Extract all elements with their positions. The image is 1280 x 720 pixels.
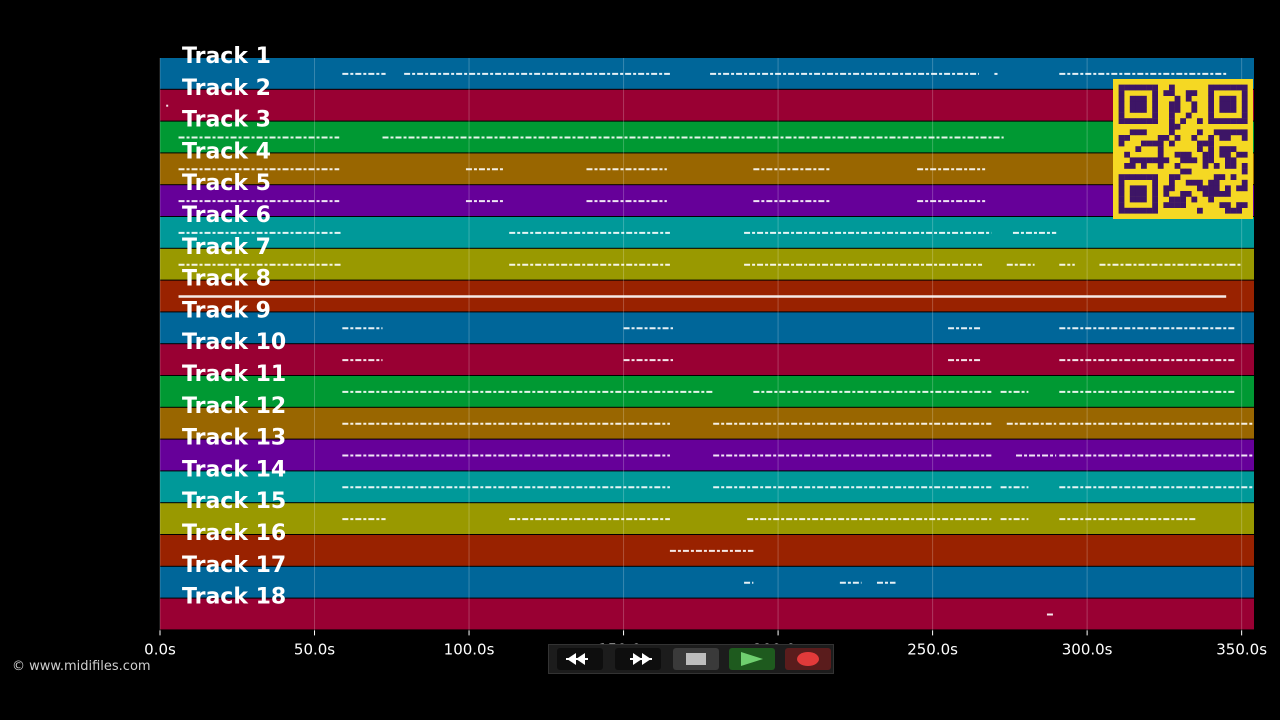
axis-tick-label: 300.0s xyxy=(1062,640,1113,658)
axis-tick-label: 350.0s xyxy=(1216,640,1267,658)
track-label: Track 18 xyxy=(182,585,286,610)
track-label: Track 16 xyxy=(182,521,286,546)
stop-icon xyxy=(686,653,706,665)
rewind-icon xyxy=(566,653,588,665)
track-lane xyxy=(160,248,1254,280)
track-lane xyxy=(160,217,1254,248)
track-label: Track 9 xyxy=(182,298,271,323)
track-label: Track 8 xyxy=(182,267,271,292)
track-lane xyxy=(160,566,1254,598)
track-label: Track 17 xyxy=(182,553,286,578)
track-lane xyxy=(160,598,1254,630)
track-label: Track 7 xyxy=(182,235,271,260)
track-label: Track 6 xyxy=(182,203,271,228)
record-icon xyxy=(797,652,819,666)
play-button[interactable] xyxy=(729,648,775,670)
record-button[interactable] xyxy=(785,648,831,670)
track-lane xyxy=(160,89,1254,121)
qr-modules xyxy=(1118,84,1248,214)
axis-tick-label: 0.0s xyxy=(144,640,176,658)
track-label: Track 11 xyxy=(182,362,286,387)
track-lane xyxy=(160,121,1254,153)
fast-forward-button[interactable] xyxy=(615,648,661,670)
copyright-text: © www.midifiles.com xyxy=(12,659,151,674)
track-label: Track 14 xyxy=(182,457,286,482)
fast-forward-icon xyxy=(630,653,652,665)
track-label: Track 10 xyxy=(182,330,286,355)
track-lane xyxy=(160,153,1254,185)
axis-tick-label: 250.0s xyxy=(907,640,958,658)
track-label: Track 13 xyxy=(182,426,286,451)
axis-tick-label: 50.0s xyxy=(294,640,335,658)
rewind-button[interactable] xyxy=(557,648,603,670)
play-icon xyxy=(741,652,763,666)
track-labels: Track 1 Track 2 Track 3 Track 4 Track 5 Track… xyxy=(182,44,286,610)
axis-tick-label: 100.0s xyxy=(444,640,495,658)
track-label: Track 12 xyxy=(182,394,286,419)
stop-button[interactable] xyxy=(673,648,719,670)
transport-controls xyxy=(548,644,834,674)
track-label: Track 15 xyxy=(182,489,286,514)
note-segments xyxy=(166,72,1254,616)
track-label: Track 2 xyxy=(182,76,271,101)
track-label: Track 5 xyxy=(182,171,271,196)
track-label: Track 1 xyxy=(182,44,271,69)
track-label: Track 4 xyxy=(182,139,271,164)
track-label: Track 3 xyxy=(182,108,271,133)
time-grid xyxy=(159,58,1243,631)
qr-code xyxy=(1113,79,1253,219)
track-lane xyxy=(160,185,1254,216)
track-lanes xyxy=(160,58,1254,630)
track-lane xyxy=(160,535,1254,566)
